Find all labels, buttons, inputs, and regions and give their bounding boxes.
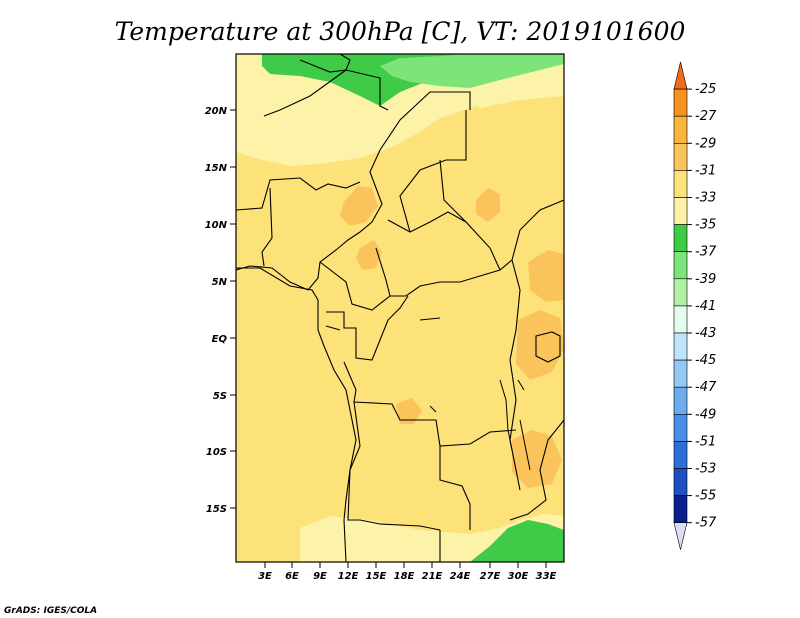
colorbar-segment <box>673 115 688 144</box>
lat-tick-label: 20N <box>205 106 228 117</box>
lat-tick-label: 10N <box>205 220 228 231</box>
colorbar-label: -51 <box>695 434 716 449</box>
lon-tick-label: 27E <box>480 571 501 582</box>
country-borders <box>236 54 564 562</box>
lat-tick: 5N <box>212 277 236 288</box>
lon-tick: 24E <box>450 562 471 582</box>
colorbar-segment <box>673 305 688 334</box>
colorbar-top-arrow <box>673 61 688 90</box>
lon-tick: 3E <box>258 562 272 582</box>
lat-tick-label: 10S <box>206 447 227 458</box>
colorbar-segment <box>673 359 688 388</box>
colorbar-segment <box>673 468 688 496</box>
colorbar-label: -45 <box>695 353 716 368</box>
colorbar-label: -29 <box>695 136 716 151</box>
lat-tick-label: 5S <box>213 391 227 402</box>
lon-tick: 18E <box>394 562 415 582</box>
map-panel <box>235 53 565 563</box>
lon-tick-label: 6E <box>285 571 299 582</box>
colorbar-label: -53 <box>695 462 716 477</box>
colorbar-segment <box>673 143 688 171</box>
lon-tick: 6E <box>285 562 299 582</box>
lat-axis: 20N 15N 10N 5N EQ 5S 10S 15S <box>205 106 236 515</box>
colorbar-segment <box>673 332 688 361</box>
colorbar-label: -39 <box>695 272 716 287</box>
lon-tick-label: 30E <box>508 571 529 582</box>
lon-tick: 33E <box>536 562 557 582</box>
chart-title: Temperature at 300hPa [C], VT: 201910160… <box>115 17 686 46</box>
lat-tick: 5S <box>213 391 236 402</box>
lon-tick-label: 18E <box>394 571 415 582</box>
colorbar-label: -37 <box>695 245 717 260</box>
pale-band-east <box>466 80 564 108</box>
colorbar-segment <box>673 413 688 442</box>
map-frame <box>235 53 565 563</box>
colorbar-segment <box>673 278 688 307</box>
grads-credit: GrADS: IGES/COLA <box>4 606 97 616</box>
lon-tick-label: 15E <box>366 571 387 582</box>
lat-tick: 20N <box>205 106 236 117</box>
colorbar-label: -35 <box>695 218 716 233</box>
lon-tick-label: 9E <box>313 571 327 582</box>
lon-tick: 9E <box>313 562 327 582</box>
lat-tick: EQ <box>212 334 236 345</box>
lat-tick: 10N <box>205 220 236 231</box>
lon-tick: 27E <box>480 562 501 582</box>
warm-patch-4 <box>528 250 564 302</box>
colorbar-label: -55 <box>695 489 716 504</box>
lon-tick-label: 33E <box>536 571 557 582</box>
lat-tick: 15S <box>206 504 236 515</box>
colorbar-segment <box>673 441 688 469</box>
colorbar-segment <box>673 88 688 117</box>
lon-tick-label: 12E <box>338 571 359 582</box>
lon-axis: 3E 6E 9E 12E 15E 18E 21E 24E 27E 30E 33E <box>258 562 557 582</box>
colorbar-segment <box>673 495 688 524</box>
lon-tick-label: 24E <box>450 571 471 582</box>
colorbar-segment <box>673 386 688 415</box>
lat-tick-label: 5N <box>212 277 228 288</box>
colorbar: -25 -27 -29 -31 -33 -35 -37 -39 -41 -43 -45 -47 -49 -… <box>673 61 717 550</box>
colorbar-label: -33 <box>695 191 716 206</box>
lat-tick-label: 15N <box>205 163 228 174</box>
lat-tick: 10S <box>206 447 236 458</box>
colorbar-segment <box>673 251 688 280</box>
warm-patch-3 <box>356 240 382 270</box>
colorbar-label: -57 <box>695 516 717 531</box>
colorbar-label: -49 <box>695 407 716 422</box>
lon-tick: 15E <box>366 562 387 582</box>
lon-tick-label: 21E <box>422 571 443 582</box>
colorbar-label: -25 <box>695 82 716 97</box>
colorbar-segment <box>673 224 688 253</box>
lon-tick-label: 3E <box>258 571 272 582</box>
warm-patch-1 <box>340 186 378 226</box>
lat-tick: 15N <box>205 163 236 174</box>
light-green-region-north <box>380 54 564 88</box>
lakes <box>419 317 531 471</box>
warm-patch-2 <box>476 188 500 222</box>
colorbar-label: -41 <box>695 299 716 314</box>
green-region-south <box>470 520 564 562</box>
warm-patch-7 <box>396 398 422 424</box>
colorbar-label: -43 <box>695 326 716 341</box>
colorbar-segment <box>673 197 688 225</box>
colorbar-label: -31 <box>695 163 716 178</box>
lat-tick-label: EQ <box>212 334 228 345</box>
lon-tick: 21E <box>422 562 443 582</box>
coastline <box>236 267 357 562</box>
lat-tick-label: 15S <box>206 504 227 515</box>
colorbar-label: -47 <box>695 380 717 395</box>
lon-tick: 30E <box>508 562 529 582</box>
colorbar-segment <box>673 170 688 198</box>
warm-patch-5 <box>516 310 564 380</box>
lon-tick: 12E <box>338 562 359 582</box>
colorbar-bottom-arrow <box>673 522 688 550</box>
colorbar-label: -27 <box>695 109 717 124</box>
